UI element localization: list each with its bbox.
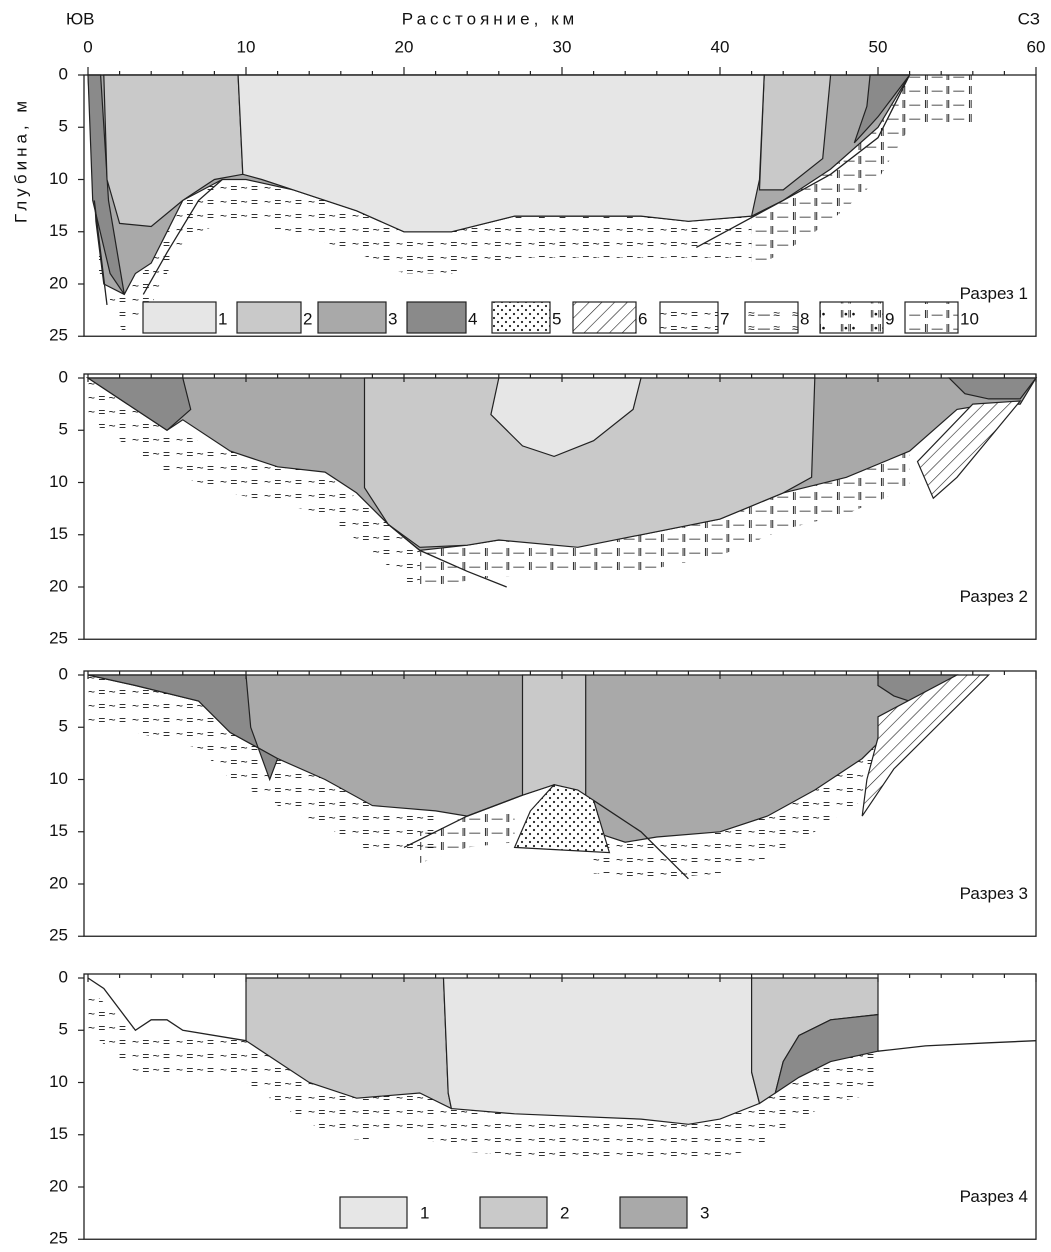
legend-label: 2	[560, 1203, 569, 1222]
y-tick-label: 0	[59, 967, 68, 986]
y-tick-label: 20	[49, 1176, 68, 1195]
legend-label: 5	[552, 309, 561, 328]
legend-label: 2	[303, 309, 312, 328]
x-tick-label: 40	[711, 37, 730, 56]
y-tick-label: 15	[49, 221, 68, 240]
layer	[523, 675, 586, 795]
legend-label: 10	[960, 309, 979, 328]
panel-title: Разрез 4	[960, 1187, 1028, 1206]
y-tick-label: 20	[49, 576, 68, 595]
x-tick-label: 10	[237, 37, 256, 56]
legend-swatch	[407, 302, 466, 333]
legend-swatch	[143, 302, 216, 333]
legend-swatch	[660, 302, 718, 333]
y-tick-label: 15	[49, 1124, 68, 1143]
header-left: ЮВ	[66, 9, 95, 28]
y-axis-label: Глубина, м	[11, 97, 30, 223]
y-tick-label: 5	[59, 1020, 68, 1039]
y-tick-label: 5	[59, 717, 68, 736]
y-tick-label: 5	[59, 117, 68, 136]
x-tick-label: 20	[395, 37, 414, 56]
legend-swatch	[820, 302, 883, 333]
x-tick-label: 60	[1027, 37, 1046, 56]
x-tick-label: 0	[83, 37, 92, 56]
legend-swatch	[318, 302, 386, 333]
legend-swatch	[573, 302, 636, 333]
figure: ~ = ~ = ‖ — ‖ — ≈ — ≈ ‖•‖• ЮВРасстояние,…	[0, 0, 1051, 1247]
legend-label: 3	[700, 1203, 709, 1222]
x-tick-label: 30	[553, 37, 572, 56]
legend-label: 8	[800, 309, 809, 328]
legend-swatch	[745, 302, 798, 333]
legend-label: 3	[388, 309, 397, 328]
panel-title: Разрез 2	[960, 587, 1028, 606]
legend-label: 1	[218, 309, 227, 328]
y-tick-label: 25	[49, 629, 68, 648]
legend-swatch	[492, 302, 550, 333]
legend-swatch	[620, 1197, 687, 1228]
y-tick-label: 5	[59, 420, 68, 439]
y-tick-label: 10	[49, 472, 68, 491]
y-tick-label: 20	[49, 873, 68, 892]
y-tick-label: 20	[49, 273, 68, 292]
legend-label: 6	[638, 309, 647, 328]
x-tick-label: 50	[869, 37, 888, 56]
y-tick-label: 25	[49, 1229, 68, 1247]
legend-label: 4	[468, 309, 477, 328]
header-right: СЗ	[1018, 9, 1040, 28]
y-tick-label: 10	[49, 169, 68, 188]
legend-swatch	[340, 1197, 407, 1228]
header-title: Расстояние, км	[402, 9, 578, 28]
y-tick-label: 0	[59, 664, 68, 683]
panel-title: Разрез 3	[960, 884, 1028, 903]
y-tick-label: 15	[49, 524, 68, 543]
legend-label: 9	[885, 309, 894, 328]
y-tick-label: 25	[49, 326, 68, 345]
panel-title: Разрез 1	[960, 284, 1028, 303]
y-tick-label: 10	[49, 1072, 68, 1091]
y-tick-label: 0	[59, 64, 68, 83]
y-tick-label: 0	[59, 367, 68, 386]
legend-swatch	[480, 1197, 547, 1228]
y-tick-label: 10	[49, 769, 68, 788]
boundary-line	[878, 1041, 1036, 1052]
layer	[444, 978, 760, 1124]
y-tick-label: 15	[49, 821, 68, 840]
y-tick-label: 25	[49, 926, 68, 945]
legend-label: 1	[420, 1203, 429, 1222]
legend-label: 7	[720, 309, 729, 328]
legend-swatch	[237, 302, 301, 333]
legend-swatch	[905, 302, 958, 333]
